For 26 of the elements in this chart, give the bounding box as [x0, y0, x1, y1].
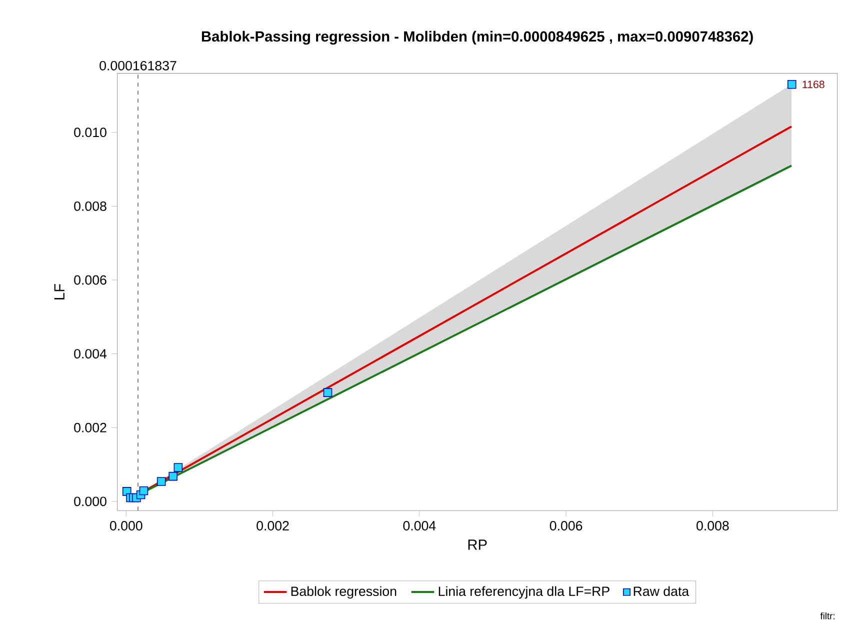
text: filtr: [820, 612, 834, 620]
x-tick-label: 0.008 [696, 521, 729, 530]
x-axis-title: RP [468, 540, 487, 550]
legend-label: Raw data [634, 586, 690, 596]
y-tick-label: 0.010 [74, 128, 106, 138]
legend-label: Linia referencyjna dla LF=RP [438, 586, 610, 599]
y-tick-label: 0.002 [74, 422, 106, 432]
point [323, 388, 332, 397]
annotation: 1168 [802, 80, 824, 88]
x-tick-label: 0.004 [403, 521, 436, 530]
point [139, 486, 148, 496]
y-tick-label: 0.004 [74, 349, 107, 359]
x-tick-label: 0.000 [110, 521, 142, 530]
point [174, 463, 183, 472]
point [156, 477, 166, 486]
ref-line-label: 0.000161837 [100, 60, 176, 70]
y-tick-label: 0.008 [74, 201, 106, 211]
y-tick-label: 0.006 [74, 275, 106, 285]
point [168, 472, 178, 481]
x-tick-label: 0.006 [550, 521, 582, 530]
legend-label: Bablok regression [291, 586, 396, 599]
y-axis-title: LF [54, 284, 64, 300]
chart-title: Bablok-Passing regression - Molibden (min=0.0000849625 , max=0.0090748362) [202, 30, 753, 45]
x-tick-label: 0.002 [256, 521, 289, 530]
point [787, 80, 796, 89]
y-tick-label: 0.000 [74, 496, 106, 506]
